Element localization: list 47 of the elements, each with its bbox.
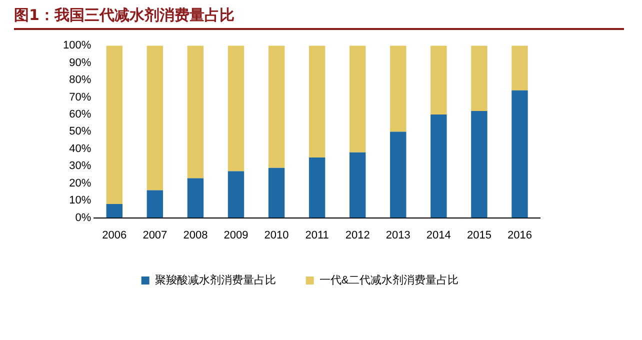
x-tick-label: 2013: [386, 229, 410, 242]
bar: [471, 46, 488, 112]
bar: [471, 111, 488, 218]
y-tick-label: 40%: [69, 142, 92, 155]
bar: [349, 46, 366, 152]
bar: [512, 90, 528, 218]
x-tick-label: 2008: [183, 229, 208, 242]
y-tick-label: 100%: [62, 40, 92, 52]
chart-title: 图1：我国三代减水剂消费量占比: [14, 6, 624, 30]
x-tick-label: 2007: [142, 229, 168, 242]
y-tick-label: 60%: [69, 108, 92, 121]
bar: [146, 46, 164, 190]
y-tick-label: 20%: [69, 177, 92, 190]
y-tick-label: 90%: [69, 56, 92, 69]
y-tick-label: 70%: [69, 91, 92, 104]
y-tick-label: 10%: [69, 194, 92, 207]
bar: [268, 168, 285, 218]
bar: [512, 46, 528, 90]
bar: [187, 46, 204, 178]
bar: [228, 171, 244, 218]
bar: [187, 178, 204, 218]
y-tick-label: 30%: [69, 160, 92, 172]
bar: [430, 114, 447, 218]
x-tick-label: 2010: [264, 229, 289, 242]
bar: [308, 158, 326, 218]
bar: [308, 46, 326, 158]
x-tick-label: 2014: [426, 229, 451, 242]
legend-label: 聚羧酸减水剂消费量占比: [154, 274, 276, 287]
bar: [390, 132, 406, 218]
bar: [430, 46, 447, 114]
y-tick-label: 50%: [69, 126, 92, 138]
bar: [390, 46, 406, 132]
bar: [228, 46, 244, 172]
x-tick-label: 2011: [305, 229, 329, 242]
bar: [106, 46, 123, 204]
x-tick-label: 2012: [345, 229, 370, 242]
x-tick-label: 2015: [466, 229, 492, 242]
y-tick-label: 0%: [75, 212, 92, 224]
bar: [349, 152, 366, 218]
x-tick-label: 2009: [224, 229, 248, 242]
legend-label: 一代&二代减水剂消费量占比: [319, 274, 459, 287]
bar: [268, 46, 285, 168]
bar: [106, 204, 123, 218]
y-tick-label: 80%: [69, 74, 92, 86]
x-tick-label: 2006: [102, 229, 127, 242]
bar: [146, 190, 164, 218]
x-tick-label: 2016: [507, 229, 532, 242]
